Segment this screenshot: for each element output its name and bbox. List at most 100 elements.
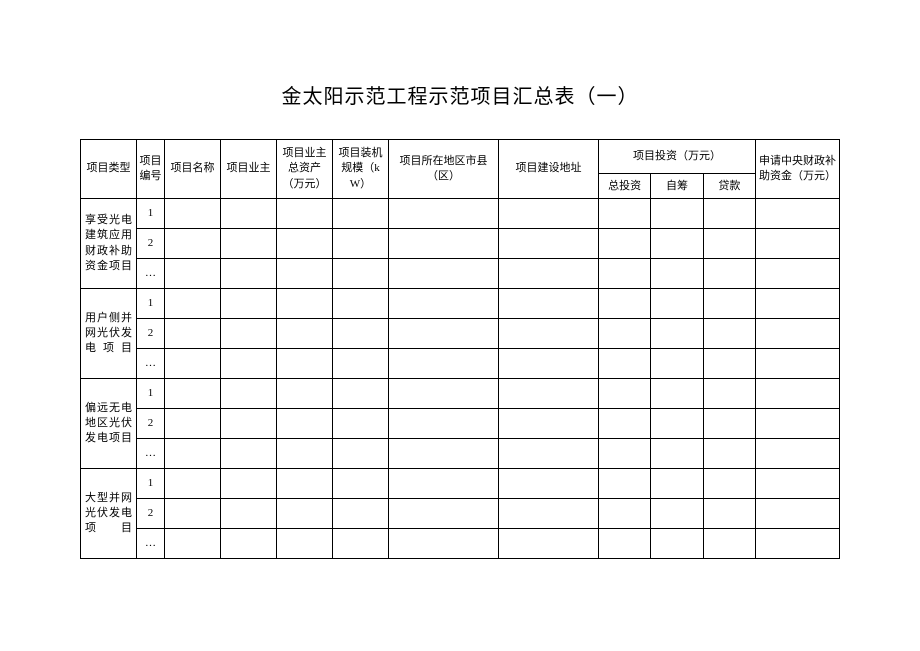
data-cell: [389, 229, 499, 259]
data-cell: [499, 409, 599, 439]
data-cell: [651, 349, 703, 379]
category-cell: 用户侧并网光伏发电项目: [81, 289, 137, 379]
data-cell: [499, 289, 599, 319]
table-row: 享受光电建筑应用财政补助资金项目1: [81, 199, 840, 229]
data-cell: [703, 199, 755, 229]
data-cell: [756, 199, 840, 229]
data-cell: [756, 409, 840, 439]
data-cell: [703, 409, 755, 439]
number-cell: …: [137, 349, 165, 379]
number-cell: …: [137, 439, 165, 469]
number-cell: 2: [137, 499, 165, 529]
col-investment-group: 项目投资（万元）: [599, 140, 756, 174]
data-cell: [389, 259, 499, 289]
data-cell: [599, 199, 651, 229]
number-cell: 1: [137, 289, 165, 319]
data-cell: [599, 409, 651, 439]
data-cell: [221, 409, 277, 439]
data-cell: [599, 499, 651, 529]
data-cell: [165, 349, 221, 379]
data-cell: [221, 229, 277, 259]
data-cell: [277, 229, 333, 259]
category-cell: 大型并网光伏发电项目: [81, 469, 137, 559]
data-cell: [651, 499, 703, 529]
col-install-scale: 项目装机规模（kW）: [333, 140, 389, 199]
number-cell: 1: [137, 199, 165, 229]
data-cell: [703, 259, 755, 289]
data-cell: [333, 349, 389, 379]
data-cell: [165, 379, 221, 409]
data-cell: [277, 289, 333, 319]
col-project-owner: 项目业主: [221, 140, 277, 199]
data-cell: [165, 259, 221, 289]
data-cell: [165, 229, 221, 259]
data-cell: [651, 469, 703, 499]
data-cell: [499, 469, 599, 499]
data-cell: [703, 319, 755, 349]
table-row: 偏远无电地区光伏发电项目1: [81, 379, 840, 409]
header-row-1: 项目类型 项目编号 项目名称 项目业主 项目业主总资产（万元） 项目装机规模（k…: [81, 140, 840, 174]
data-cell: [756, 289, 840, 319]
data-cell: [277, 349, 333, 379]
data-cell: [389, 409, 499, 439]
data-cell: [333, 319, 389, 349]
data-cell: [221, 259, 277, 289]
data-cell: [651, 379, 703, 409]
data-cell: [703, 229, 755, 259]
data-cell: [277, 259, 333, 289]
data-cell: [499, 349, 599, 379]
data-cell: [277, 529, 333, 559]
data-cell: [499, 379, 599, 409]
data-cell: [165, 319, 221, 349]
data-cell: [599, 529, 651, 559]
data-cell: [221, 289, 277, 319]
data-cell: [703, 499, 755, 529]
table-row: 2: [81, 319, 840, 349]
data-cell: [599, 319, 651, 349]
data-cell: [165, 469, 221, 499]
data-cell: [389, 469, 499, 499]
data-cell: [703, 469, 755, 499]
data-cell: [221, 199, 277, 229]
number-cell: 2: [137, 409, 165, 439]
table-row: 2: [81, 499, 840, 529]
data-cell: [333, 469, 389, 499]
data-cell: [499, 499, 599, 529]
data-cell: [333, 379, 389, 409]
number-cell: …: [137, 529, 165, 559]
data-cell: [651, 529, 703, 559]
data-cell: [333, 229, 389, 259]
table-row: 2: [81, 229, 840, 259]
data-cell: [499, 229, 599, 259]
col-project-name: 项目名称: [165, 140, 221, 199]
data-cell: [389, 529, 499, 559]
data-cell: [756, 499, 840, 529]
data-cell: [599, 349, 651, 379]
data-cell: [333, 529, 389, 559]
data-cell: [333, 199, 389, 229]
category-cell: 偏远无电地区光伏发电项目: [81, 379, 137, 469]
data-cell: [703, 439, 755, 469]
data-cell: [651, 319, 703, 349]
data-cell: [599, 229, 651, 259]
data-cell: [165, 409, 221, 439]
data-cell: [703, 379, 755, 409]
summary-table: 项目类型 项目编号 项目名称 项目业主 项目业主总资产（万元） 项目装机规模（k…: [80, 139, 840, 559]
table-row: 2: [81, 409, 840, 439]
data-cell: [277, 199, 333, 229]
data-cell: [651, 229, 703, 259]
data-cell: [277, 499, 333, 529]
data-cell: [651, 259, 703, 289]
data-cell: [221, 439, 277, 469]
data-cell: [165, 439, 221, 469]
col-loan: 贷款: [703, 174, 755, 199]
data-cell: [756, 379, 840, 409]
data-cell: [389, 349, 499, 379]
data-cell: [333, 259, 389, 289]
data-cell: [221, 529, 277, 559]
data-cell: [221, 319, 277, 349]
table-row: …: [81, 529, 840, 559]
table-body: 享受光电建筑应用财政补助资金项目12…用户侧并网光伏发电项目12…偏远无电地区光…: [81, 199, 840, 559]
data-cell: [756, 349, 840, 379]
data-cell: [389, 289, 499, 319]
